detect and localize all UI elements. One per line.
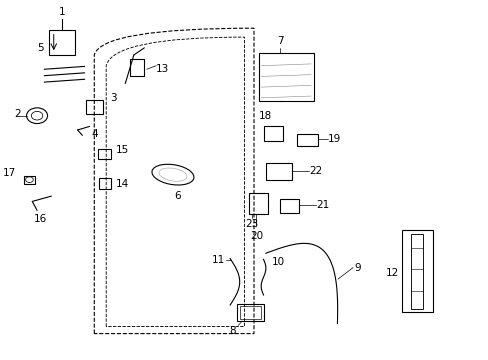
Text: 5: 5 [37, 43, 43, 53]
Text: 12: 12 [386, 268, 399, 278]
Bar [258, 53, 313, 102]
Text: 23: 23 [244, 219, 258, 229]
Bar [98, 149, 111, 159]
Bar [239, 306, 261, 319]
Text: 21: 21 [315, 200, 328, 210]
Bar [49, 30, 75, 55]
Text: 22: 22 [308, 166, 322, 176]
Bar [280, 199, 299, 213]
Bar [86, 100, 102, 114]
Bar [99, 178, 111, 189]
Text: 14: 14 [116, 179, 129, 189]
Text: 20: 20 [249, 231, 263, 241]
Text: 18: 18 [259, 111, 272, 121]
Bar [263, 126, 282, 141]
Text: 1: 1 [59, 8, 65, 18]
Text: 19: 19 [327, 134, 341, 144]
Bar [24, 176, 35, 184]
Bar [296, 134, 318, 146]
Text: 17: 17 [2, 168, 16, 178]
Text: 11: 11 [212, 255, 225, 265]
Bar [401, 230, 432, 312]
Text: 9: 9 [353, 262, 360, 273]
Bar [265, 163, 291, 180]
Text: 10: 10 [271, 257, 285, 267]
Text: 15: 15 [116, 145, 129, 155]
Text: 16: 16 [34, 214, 47, 224]
Bar [249, 193, 268, 214]
Text: 4: 4 [92, 129, 98, 139]
Text: 13: 13 [156, 64, 169, 74]
Text: 7: 7 [276, 36, 283, 46]
Bar [410, 234, 423, 309]
Text: 8: 8 [229, 327, 235, 337]
Bar [130, 59, 144, 76]
Bar [237, 304, 263, 321]
Text: 6: 6 [174, 191, 181, 201]
Text: 3: 3 [110, 93, 117, 103]
Text: 2: 2 [14, 109, 20, 119]
